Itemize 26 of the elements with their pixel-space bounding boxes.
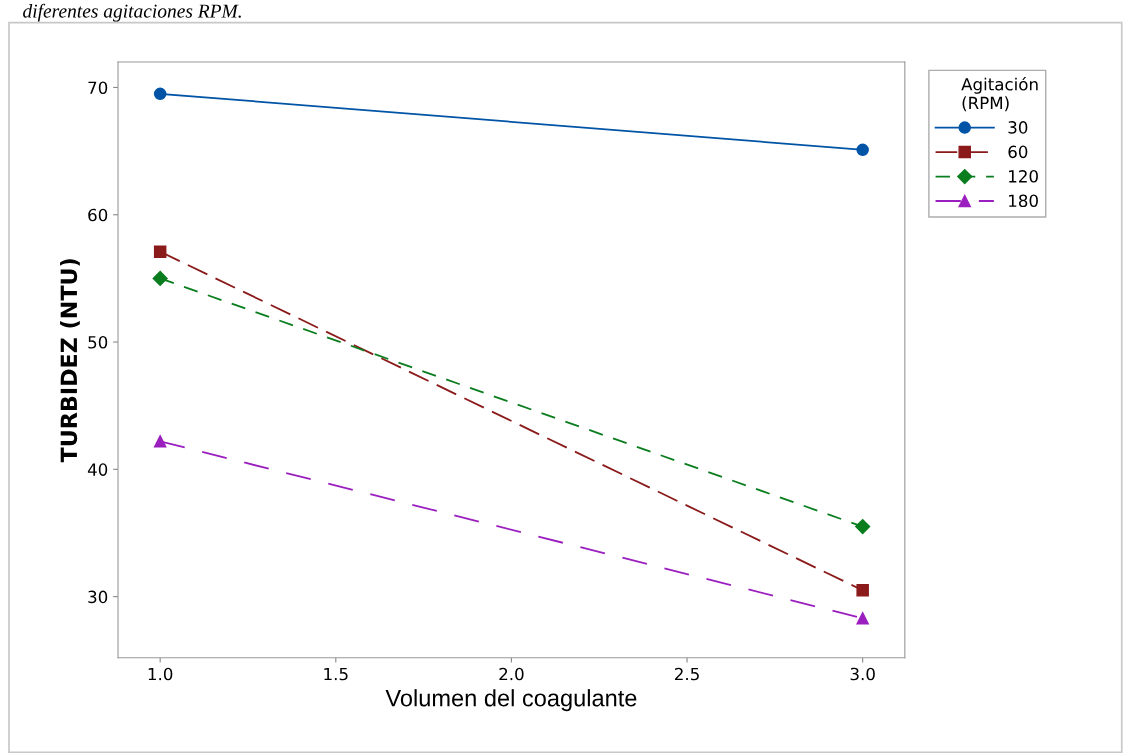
y-tick-label: 40 [87, 463, 108, 476]
point [855, 519, 871, 535]
y-tick-label: 50 [88, 336, 108, 349]
y-tick-label: 70 [88, 81, 108, 95]
legend-label: 180 [1009, 194, 1038, 208]
legend-title: Agitación (RPM) [961, 76, 1038, 112]
y-tick-label: 30 [88, 590, 108, 604]
point [856, 584, 869, 597]
y-tick-label: 60 [88, 208, 108, 222]
legend-label: 60 [1008, 145, 1028, 159]
x-tick-label: 1.5 [324, 667, 348, 681]
text: diferentes agitaciones RPM. [23, 3, 241, 22]
legend-label: 30 [1008, 121, 1028, 134]
point [856, 612, 869, 625]
point [153, 245, 167, 258]
legend-label: 120 [1009, 170, 1038, 183]
x-tick-label: 3.0 [850, 667, 875, 681]
y-axis-title: TURBIDEZ (NTU) [60, 259, 80, 463]
point [152, 270, 168, 286]
point [856, 143, 869, 157]
x-axis-title: Volumen del coagulante [385, 689, 637, 712]
point [153, 87, 167, 101]
point [153, 435, 167, 448]
x-tick-label: 1.0 [148, 667, 173, 681]
x-tick-label: 2.0 [499, 667, 524, 681]
x-tick-label: 2.5 [675, 667, 699, 681]
